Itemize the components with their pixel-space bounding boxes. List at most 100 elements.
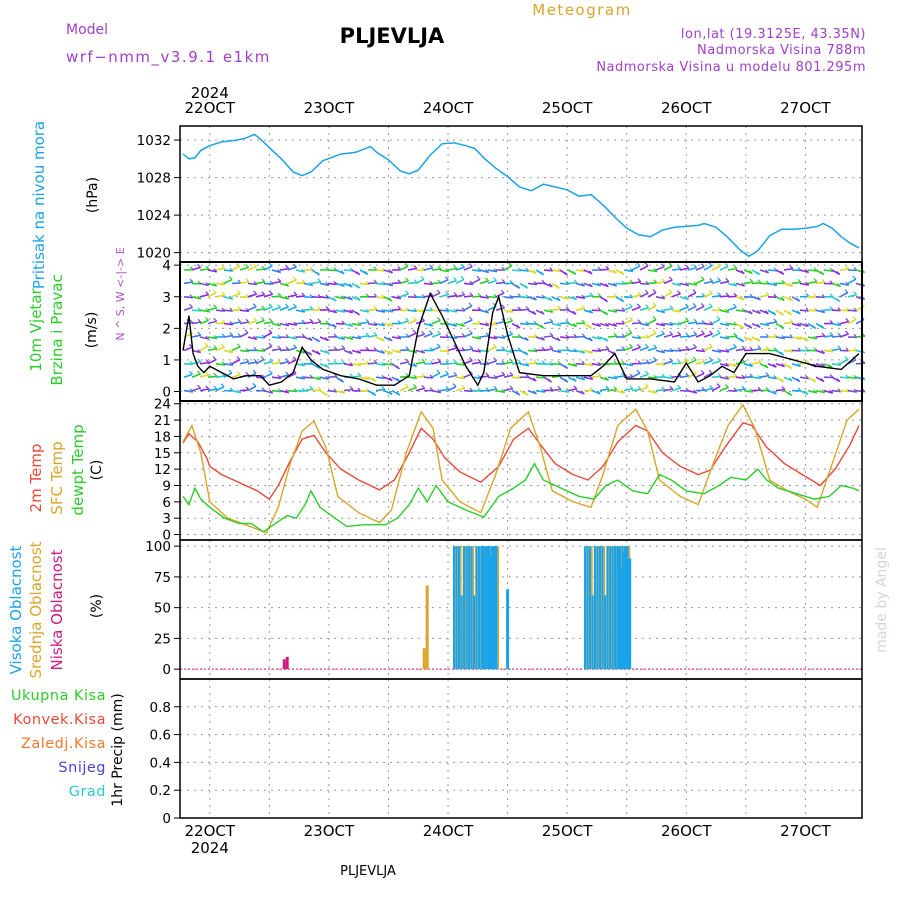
wind-barb [575,296,586,300]
wind-barb [637,343,641,348]
wind-barb [820,378,825,382]
wind-barb [404,262,409,267]
wind-barb [287,279,297,285]
wind-barb [759,322,769,327]
wind-barb [285,346,290,351]
wind-barb [439,293,449,298]
wind-barb [725,348,730,353]
wind-barb [607,335,618,338]
wind-barb [677,331,682,336]
wind-barb [549,386,554,391]
wind-barb [260,356,265,360]
wind-barb [647,332,657,338]
wind-barb [220,383,225,388]
wind-barb [399,279,409,285]
wind-barb [639,282,650,286]
wind-barb [213,335,218,339]
wind-barb [231,292,241,298]
wind-barb [541,346,546,351]
wind-barb [671,309,681,313]
wind-barb [725,384,729,388]
wind-barb [516,391,521,396]
wind-barb [847,389,858,393]
wind-barb [551,322,561,327]
cloud-high-ylabel: Visoka Oblacnost [7,545,25,674]
wind-barb [397,305,402,310]
wind-barb [725,278,730,282]
wind-barb [533,359,538,364]
wind-barb [271,336,282,339]
wind-barb [669,321,674,326]
wind-barb [223,363,234,366]
wind-ylabel-2: Brzina i Pravac [48,274,66,385]
wind-barb [477,358,482,363]
wind-barb [439,269,450,273]
wind-barb [455,376,466,380]
wind-barb [335,347,345,352]
wind-barb [565,319,570,324]
wind-barb [239,360,249,365]
wind-barb [647,359,657,365]
wind-barb [637,303,641,308]
wind-barb [687,291,697,298]
wind-barb [399,349,410,352]
wind-barb [767,269,778,272]
wind-barb [588,324,593,329]
wind-barb [732,343,737,348]
wind-barb [583,376,593,381]
wind-barb [807,309,818,312]
wind-barb [605,322,610,327]
wind-barb [261,278,266,283]
wind-barb [333,333,338,338]
y-tick-label: 18 [154,429,171,445]
wind-barb [719,386,729,392]
wind-barb [455,266,465,271]
y-tick-label: 0 [162,811,171,827]
wind-barb [263,389,273,394]
wind-barb [261,291,266,296]
wind-barb [717,357,721,362]
wind-compass: N ^ S, W <-|-> E [114,247,127,340]
wind-barb [527,362,538,365]
wind-barb [311,376,321,381]
wind-barb [685,296,690,300]
wind-barb [359,282,370,286]
wind-barb [191,309,202,312]
wind-barb [236,356,241,361]
wind-barb [207,320,217,325]
wind-barb [357,321,362,326]
wind-barb [599,348,610,352]
wind-barb [717,373,722,377]
wind-barb [623,305,633,311]
wind-barb [205,317,209,321]
wind-barb [719,265,729,271]
wind-barb [807,280,817,285]
wind-barb [719,322,729,327]
wind-barb [343,363,353,367]
wind-barb [501,371,506,376]
wind-barb [503,265,513,271]
wind-barb [509,349,514,353]
wind-barb [735,282,745,287]
wind-barb [399,361,409,365]
wind-barb [564,271,568,276]
wind-barb [847,318,857,325]
wind-barb [367,334,377,338]
wind-barb [677,265,682,270]
wind-barb [365,332,370,337]
y-tick-label: 50 [154,601,171,617]
wind-barb [327,349,338,352]
wind-barb [621,389,626,394]
wind-barb [701,358,706,363]
wind-barb [317,318,322,323]
wind-barb [335,309,345,313]
wind-barb [309,385,314,390]
wind-barb [788,377,793,382]
wind-barb [677,384,682,389]
wind-barb [319,282,329,287]
wind-barb [348,350,353,355]
precip-legend-item: Konvek.Kisa [13,712,106,728]
wind-barb [855,296,865,301]
wind-barb [183,363,194,366]
